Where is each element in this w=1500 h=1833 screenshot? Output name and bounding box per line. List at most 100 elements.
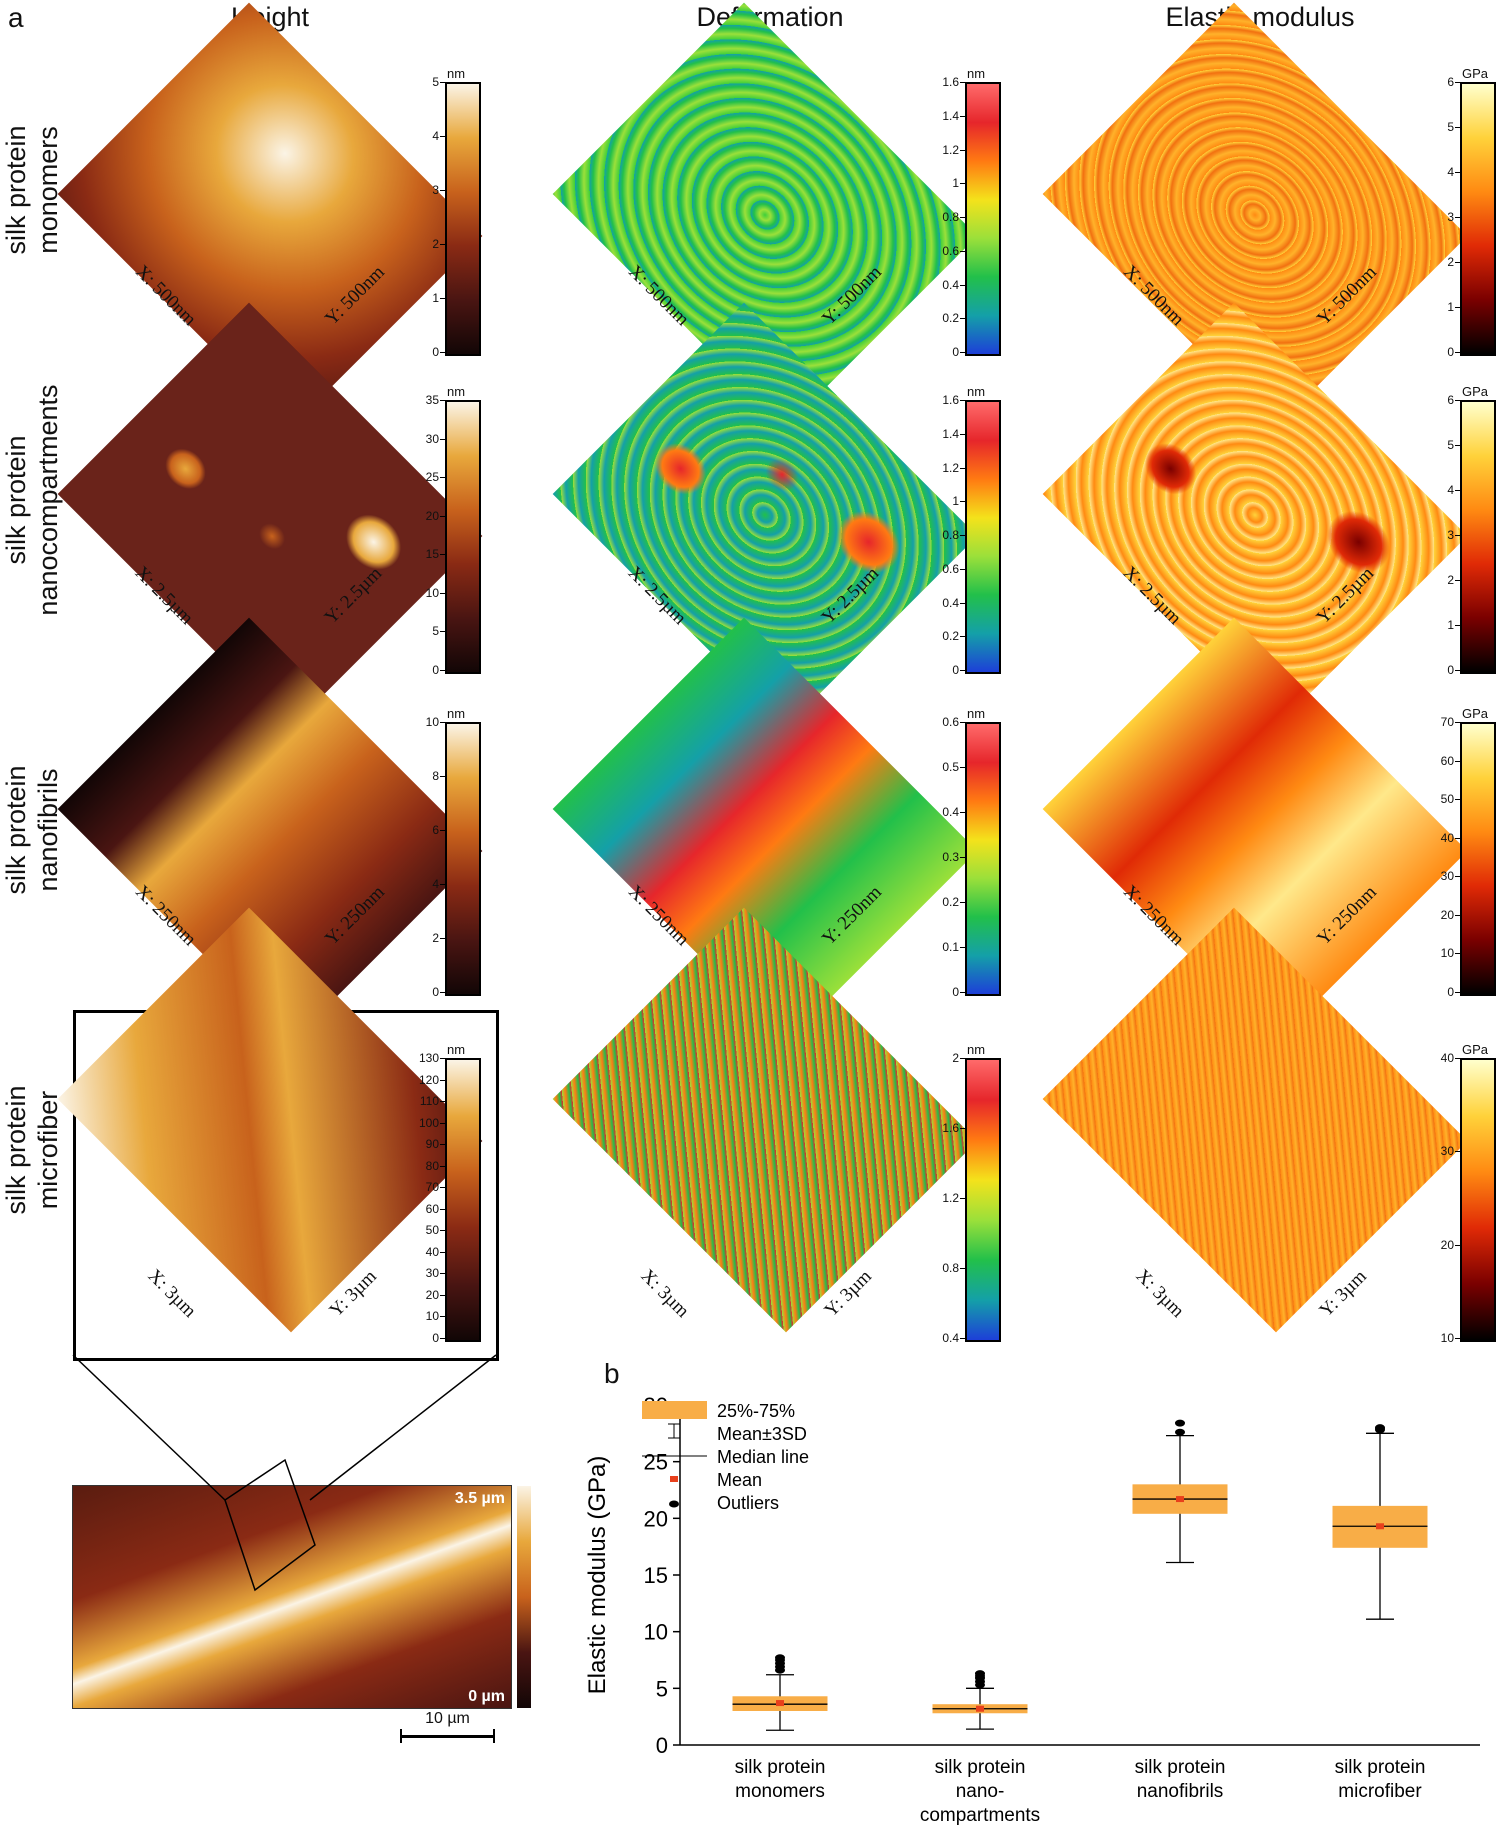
microscopy-bottom-label: 0 µm bbox=[468, 1688, 505, 1705]
colorbar-tick-label: 10 bbox=[1440, 1331, 1454, 1345]
x-category-label: nano- bbox=[956, 1781, 1005, 1802]
colorbar-tick-mark bbox=[440, 298, 445, 299]
colorbar-tick-label: 0 bbox=[432, 985, 439, 999]
colorbar-tick-label: 10 bbox=[425, 585, 439, 600]
colorbar-tick-mark bbox=[440, 1294, 445, 1296]
colorbar-tick-mark bbox=[440, 438, 445, 440]
scale-bar-label: 10 µm bbox=[425, 1710, 470, 1727]
colorbar-tick-mark bbox=[440, 352, 445, 353]
legend-label: Mean±3SD bbox=[717, 1424, 807, 1444]
colorbar-tick-mark bbox=[440, 1230, 445, 1232]
box-mean-marker bbox=[976, 1705, 984, 1712]
colorbar-tick-label: 0 bbox=[1447, 985, 1454, 999]
colorbar-tick-label: 1.4 bbox=[942, 108, 959, 123]
colorbar-tick-label: 4 bbox=[1447, 483, 1454, 497]
colorbar-tick-mark bbox=[440, 190, 445, 191]
colorbar-tick-mark bbox=[440, 1208, 445, 1210]
colorbar-tick-label: 130 bbox=[418, 1051, 439, 1065]
colorbar-unit-modulus-row2: GPa bbox=[1462, 706, 1489, 721]
colorbar-tick-label: 50 bbox=[425, 1223, 439, 1238]
x-category-label: silk protein bbox=[1335, 1757, 1426, 1778]
colorbar-tick-label: 0.8 bbox=[942, 528, 959, 542]
colorbar-tick-mark bbox=[960, 767, 965, 768]
colorbar-tick-mark bbox=[1455, 535, 1460, 536]
colorbar-tick-label: 1.2 bbox=[942, 460, 959, 475]
colorbar-modulus-row3 bbox=[1460, 1058, 1496, 1342]
colorbar-tick-label: 10 bbox=[1440, 946, 1454, 961]
colorbar-tick-label: 3 bbox=[1447, 528, 1454, 542]
colorbar-tick-mark bbox=[440, 1101, 445, 1103]
box-outlier-point bbox=[1175, 1419, 1185, 1427]
colorbar-tick-mark bbox=[960, 318, 965, 320]
colorbar-tick-label: 3 bbox=[432, 183, 439, 197]
colorbar-tick-mark bbox=[1455, 490, 1460, 491]
colorbar-height-row3 bbox=[445, 1058, 481, 1342]
colorbar-tick-mark bbox=[1455, 760, 1460, 762]
colorbar-tick-mark bbox=[440, 722, 445, 723]
x-category-label: monomers bbox=[735, 1781, 825, 1802]
microfiber-microscopy-image: 3.5 µm 0 µm bbox=[72, 1485, 531, 1709]
colorbar-deformation-row0 bbox=[965, 82, 1001, 356]
colorbar-tick-mark bbox=[960, 602, 965, 604]
colorbar-unit-modulus-row3: GPa bbox=[1462, 1042, 1489, 1057]
colorbar-tick-label: 3 bbox=[1447, 210, 1454, 224]
colorbar-tick-label: 0.4 bbox=[942, 1331, 959, 1345]
box-plot-chart: 051015202530Elastic modulus (GPa)silk pr… bbox=[585, 1393, 1480, 1826]
legend-label: Median line bbox=[717, 1447, 809, 1467]
colorbar-tick-label: 1 bbox=[952, 176, 959, 191]
colorbar-tick-mark bbox=[440, 992, 445, 993]
colorbar-tick-label: 0 bbox=[432, 345, 439, 359]
colorbar-tick-label: 15 bbox=[425, 547, 439, 562]
colorbar-tick-mark bbox=[960, 670, 965, 671]
colorbar-tick-label: 40 bbox=[1440, 830, 1454, 845]
legend-label: 25%-75% bbox=[717, 1401, 795, 1421]
panel-a-label: a bbox=[8, 2, 24, 33]
colorbar-tick-label: 1.2 bbox=[942, 142, 959, 157]
panel-b-label: b bbox=[604, 1358, 620, 1389]
colorbar-tick-mark bbox=[1455, 876, 1460, 878]
colorbar-tick-mark bbox=[1455, 82, 1460, 83]
colorbar-tick-mark bbox=[1455, 625, 1460, 626]
colorbar-tick-label: 70 bbox=[425, 1180, 439, 1195]
legend-mean-swatch bbox=[670, 1476, 678, 1482]
colorbar-tick-mark bbox=[960, 568, 965, 570]
y-tick-label: 15 bbox=[644, 1563, 668, 1588]
colorbar-unit-deformation-row2: nm bbox=[967, 706, 986, 721]
colorbar-tick-mark bbox=[960, 467, 965, 469]
colorbar-tick-mark bbox=[1455, 352, 1460, 353]
colorbar-tick-mark bbox=[440, 1251, 445, 1253]
colorbar-tick-label: 6 bbox=[432, 823, 439, 837]
colorbar-unit-height-row2: nm bbox=[447, 706, 466, 721]
colorbar-tick-label: 8 bbox=[432, 769, 439, 783]
colorbar-tick-mark bbox=[440, 631, 445, 633]
colorbar-tick-mark bbox=[440, 1187, 445, 1189]
colorbar-tick-mark bbox=[960, 82, 965, 83]
colorbar-tick-mark bbox=[960, 947, 965, 948]
colorbar-tick-label: 0.2 bbox=[942, 629, 959, 644]
colorbar-tick-mark bbox=[440, 1316, 445, 1318]
colorbar-tick-mark bbox=[440, 136, 445, 137]
colorbar-tick-label: 0.1 bbox=[942, 940, 959, 954]
y-tick-label: 0 bbox=[656, 1733, 668, 1758]
colorbar-modulus-row0 bbox=[1460, 82, 1496, 356]
colorbar-tick-mark bbox=[1455, 670, 1460, 671]
colorbar-tick-label: 100 bbox=[418, 1115, 439, 1130]
colorbar-tick-mark bbox=[960, 1128, 965, 1129]
colorbar-tick-mark bbox=[440, 554, 445, 556]
colorbar-tick-mark bbox=[440, 830, 445, 831]
colorbar-tick-label: 2 bbox=[1447, 255, 1454, 269]
colorbar-tick-label: 20 bbox=[425, 1287, 439, 1302]
colorbar-tick-mark bbox=[1455, 307, 1460, 308]
colorbar-tick-mark bbox=[960, 115, 965, 117]
colorbar-tick-label: 1.6 bbox=[942, 1121, 959, 1135]
colorbar-tick-mark bbox=[960, 1268, 965, 1269]
colorbar-unit-height-row3: nm bbox=[447, 1042, 466, 1057]
colorbar-deformation-row2 bbox=[965, 722, 1001, 996]
x-category-label: compartments bbox=[920, 1805, 1040, 1826]
colorbar-tick-label: 30 bbox=[1440, 1144, 1454, 1159]
colorbar-tick-label: 1 bbox=[952, 494, 959, 509]
colorbar-tick-label: 60 bbox=[425, 1201, 439, 1216]
colorbar-tick-mark bbox=[1455, 914, 1460, 916]
box-outlier-point bbox=[975, 1670, 985, 1678]
colorbar-tick-mark bbox=[440, 1165, 445, 1167]
